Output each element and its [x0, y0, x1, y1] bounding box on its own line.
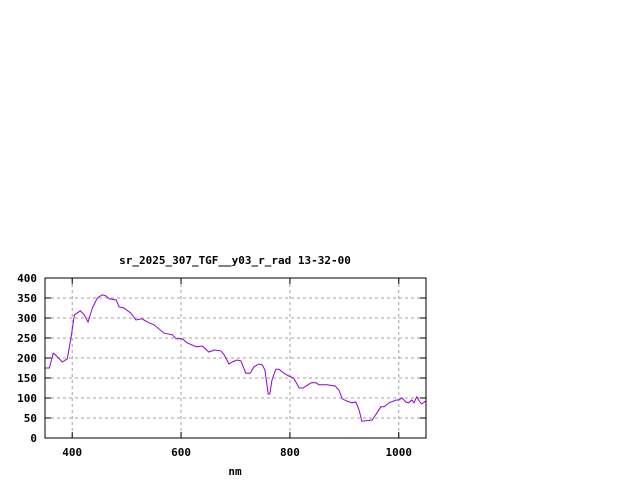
- y-tick-label: 200: [17, 352, 37, 365]
- y-tick-label: 50: [24, 412, 37, 425]
- y-tick-label: 350: [17, 292, 37, 305]
- x-axis-label: nm: [228, 465, 242, 478]
- grid: [45, 278, 426, 438]
- x-tick-label: 800: [280, 446, 300, 459]
- x-tick-label: 1000: [386, 446, 413, 459]
- y-tick-label: 250: [17, 332, 37, 345]
- plot-frame: [44, 277, 427, 439]
- y-tick-label: 150: [17, 372, 37, 385]
- chart-title: sr_2025_307_TGF__y03_r_rad 13-32-00: [119, 254, 351, 267]
- y-tick-label: 300: [17, 312, 37, 325]
- x-tick-label: 600: [171, 446, 191, 459]
- spectrum-line: [45, 294, 427, 422]
- y-tick-label: 0: [30, 432, 37, 445]
- x-tick-label: 400: [62, 446, 82, 459]
- axis-ticks: 0 50 100 150 200 250 300 350 400 400 600 800 1000: [17, 272, 426, 459]
- series-layer: [45, 294, 427, 422]
- y-tick-label: 100: [17, 392, 37, 405]
- y-tick-label: 400: [17, 272, 37, 285]
